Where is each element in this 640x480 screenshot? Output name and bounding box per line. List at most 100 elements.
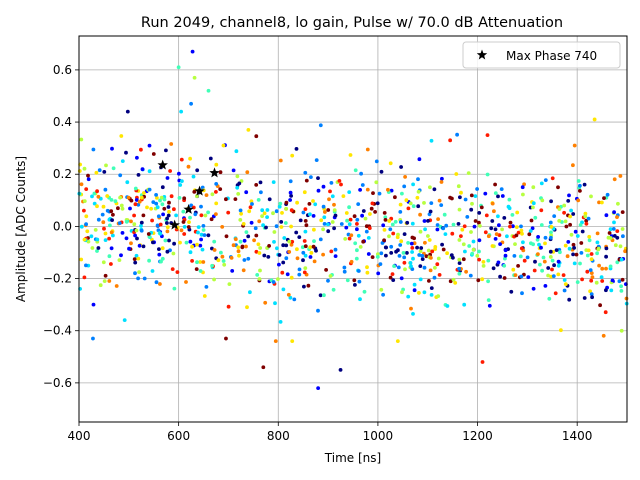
- data-point: [562, 288, 567, 293]
- data-point: [554, 248, 559, 253]
- data-point: [437, 198, 442, 203]
- data-point: [384, 253, 388, 258]
- data-point: [486, 298, 491, 302]
- data-point: [142, 191, 146, 195]
- data-point: [511, 224, 515, 229]
- data-point: [580, 277, 584, 282]
- data-point: [496, 260, 501, 265]
- data-point: [271, 180, 276, 185]
- data-point: [137, 199, 142, 204]
- data-point: [326, 222, 330, 227]
- data-point: [272, 240, 276, 244]
- data-point: [472, 224, 477, 229]
- data-point: [297, 267, 302, 272]
- data-point: [95, 237, 100, 242]
- data-point: [132, 257, 137, 261]
- data-point: [169, 194, 174, 199]
- data-point: [558, 250, 562, 255]
- data-point: [454, 172, 459, 176]
- data-point: [529, 218, 534, 223]
- data-point: [619, 257, 624, 262]
- data-point: [95, 249, 99, 253]
- data-point: [188, 156, 193, 161]
- data-point: [355, 248, 359, 253]
- y-tick-label: −0.2: [43, 272, 72, 286]
- data-point: [212, 239, 217, 244]
- y-tick-label: −0.6: [43, 376, 72, 390]
- data-point: [422, 219, 427, 223]
- data-point: [154, 201, 159, 206]
- data-point: [134, 198, 139, 202]
- data-point: [619, 284, 623, 289]
- data-point: [375, 255, 380, 259]
- data-point: [388, 161, 393, 166]
- data-point: [359, 171, 363, 176]
- data-point: [360, 183, 365, 187]
- data-point: [147, 258, 152, 263]
- data-point: [210, 263, 215, 268]
- data-point: [276, 277, 280, 281]
- data-point: [86, 173, 90, 178]
- data-point: [220, 254, 225, 259]
- x-tick-label: 800: [267, 429, 290, 443]
- data-point: [159, 259, 163, 264]
- data-point: [620, 227, 625, 231]
- data-point: [371, 191, 375, 196]
- data-point: [408, 201, 413, 206]
- data-point: [245, 170, 250, 175]
- max-phase-star: [183, 203, 194, 214]
- data-point: [193, 212, 198, 217]
- data-point: [382, 238, 386, 243]
- data-point: [95, 204, 99, 209]
- data-point: [459, 190, 463, 195]
- data-point: [301, 210, 306, 215]
- data-point: [136, 276, 141, 281]
- data-point: [333, 213, 338, 218]
- data-point: [363, 216, 368, 221]
- data-point: [82, 199, 87, 204]
- data-point: [311, 214, 316, 218]
- data-point: [171, 251, 176, 256]
- data-point: [399, 276, 404, 281]
- data-point: [477, 211, 482, 215]
- data-point: [120, 231, 125, 235]
- scatter-points: [77, 49, 629, 390]
- data-point: [483, 230, 488, 235]
- data-point: [341, 194, 346, 199]
- x-tick-label: 1400: [562, 429, 593, 443]
- data-point: [295, 247, 299, 252]
- data-point: [132, 213, 137, 218]
- data-point: [602, 196, 606, 201]
- data-point: [411, 204, 416, 209]
- data-point: [151, 200, 156, 205]
- data-point: [486, 279, 490, 284]
- data-point: [260, 208, 265, 213]
- data-point: [212, 277, 217, 282]
- data-point: [165, 225, 170, 230]
- data-point: [109, 230, 114, 235]
- data-point: [393, 219, 398, 224]
- data-point: [493, 227, 498, 232]
- data-point: [126, 195, 131, 200]
- data-point: [214, 162, 219, 167]
- data-point: [338, 367, 343, 372]
- data-point: [158, 198, 162, 203]
- y-axis: −0.6 −0.4 −0.2 0.0 0.2 0.4 0.6: [43, 63, 79, 390]
- data-point: [424, 254, 429, 259]
- data-point: [129, 241, 133, 246]
- data-point: [477, 257, 481, 262]
- data-point: [412, 282, 417, 287]
- data-point: [289, 194, 293, 198]
- data-point: [374, 180, 379, 185]
- data-point: [531, 205, 535, 210]
- data-point: [253, 226, 258, 231]
- data-point: [450, 196, 454, 201]
- data-point: [563, 282, 568, 286]
- data-point: [580, 229, 585, 234]
- data-point: [154, 193, 159, 197]
- data-point: [84, 187, 89, 192]
- data-point: [281, 243, 286, 248]
- data-point: [129, 198, 134, 203]
- data-point: [542, 259, 547, 264]
- data-point: [620, 277, 625, 282]
